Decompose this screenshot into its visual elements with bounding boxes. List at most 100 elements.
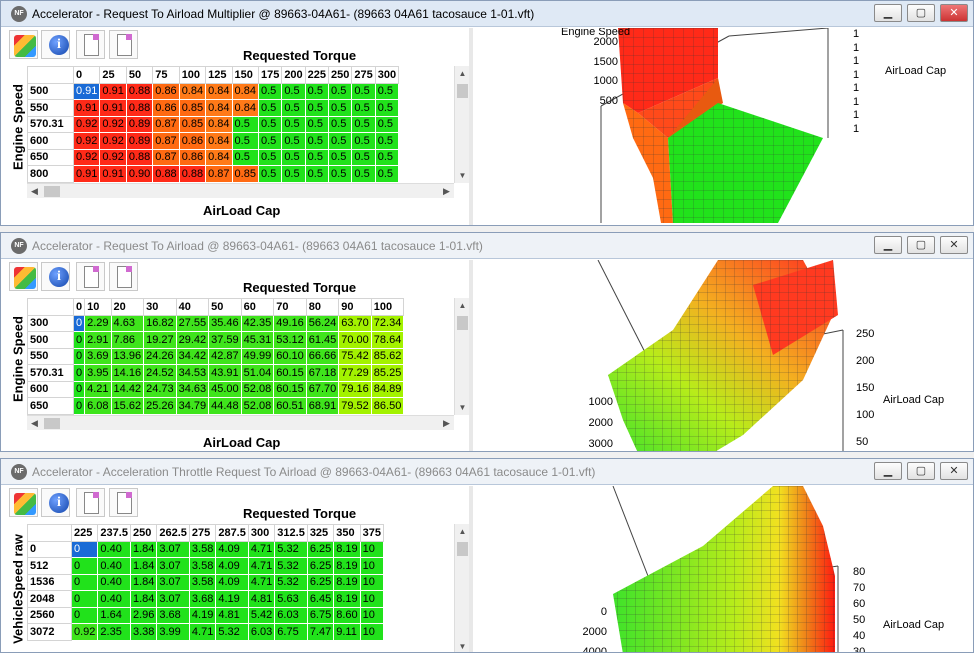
table-cell[interactable]: 0.5 [328,99,353,117]
row-header[interactable]: 512 [27,557,72,575]
table-cell[interactable]: 0.87 [205,165,233,183]
table-row[interactable]: 650 0.92 0.92 0.88 0.87 0.86 0.84 0.5 0.5 0.5 0.5 0… [27,148,400,166]
column-header[interactable]: 10 [84,298,112,316]
table-cell[interactable]: 0 [70,606,99,624]
table-cell[interactable]: 15.62 [110,397,145,415]
column-header[interactable]: 150 [231,66,259,84]
table-cell[interactable]: 60.15 [273,380,307,398]
table-cell[interactable]: 0.88 [125,148,154,166]
data-table[interactable]: 0 10 20 30 40 50 60 70 80 90 100 300 0 2.29 4.63 16.82 2… [27,298,454,415]
table-cell[interactable]: 0.5 [351,132,376,150]
table-cell[interactable]: 8.19 [333,590,361,608]
table-cell[interactable]: 0.5 [351,82,376,100]
column-header[interactable]: 100 [370,298,405,316]
table-cell[interactable]: 4.09 [215,540,249,558]
row-header[interactable]: 550 [27,99,74,117]
table-cell[interactable]: 0.89 [125,115,154,133]
table-cell[interactable]: 6.03 [274,606,308,624]
table-cell[interactable]: 6.25 [306,557,335,575]
table-cell[interactable]: 0.5 [328,148,353,166]
table-cell[interactable]: 0.5 [304,132,330,150]
table-cell[interactable]: 4.71 [188,623,217,641]
table-cell[interactable]: 75.42 [338,347,372,365]
table-cell[interactable]: 0.84 [205,148,233,166]
table-cell[interactable]: 0.92 [72,132,101,150]
table-cell[interactable]: 0.5 [304,165,330,183]
column-header[interactable]: 250 [129,524,158,542]
table-cell[interactable]: 6.75 [306,606,335,624]
maximize-button[interactable]: ▢ [907,4,935,22]
surface-plot-canvas[interactable] [473,486,973,652]
table-cell[interactable]: 0.5 [257,165,283,183]
table-cell[interactable]: 56.24 [305,314,340,332]
column-header[interactable]: 225 [304,66,330,84]
table-cell[interactable]: 79.16 [338,380,372,398]
table-cell[interactable]: 3.69 [84,347,112,365]
column-header[interactable]: 262.5 [156,524,190,542]
column-header[interactable]: 250 [328,66,353,84]
table-cell[interactable]: 1.84 [129,573,158,591]
table-cell[interactable]: 49.99 [240,347,275,365]
surface-plot[interactable]: 1000 2000 3000 250 200 150 100 50 AirLoad Cap [473,260,973,451]
page-button-2[interactable] [109,488,138,517]
table-cell[interactable]: 9.11 [333,623,361,641]
table-row[interactable]: 550 0 3.69 13.96 24.26 34.42 42.87 49.99 60.10 66… [27,347,405,365]
table-cell[interactable]: 0.5 [281,132,306,150]
table-cell[interactable]: 0.92 [99,148,127,166]
title-bar[interactable]: NF Accelerator - Acceleration Throttle R… [1,459,973,485]
table-row[interactable]: 570.31 0 3.95 14.16 24.52 34.53 43.91 51.04 60.1… [27,364,405,382]
info-button[interactable]: i [41,30,70,59]
table-cell[interactable]: 7.86 [110,331,145,349]
table-cell[interactable]: 0.5 [374,165,400,183]
table-cell[interactable]: 6.25 [306,573,335,591]
maximize-button[interactable]: ▢ [907,236,935,254]
vertical-scrollbar[interactable]: ▲ ▼ [454,298,469,415]
column-header[interactable]: 20 [110,298,145,316]
table-cell[interactable]: 7.47 [306,623,335,641]
table-cell[interactable]: 34.53 [175,364,210,382]
table-row[interactable]: 300 0 2.29 4.63 16.82 27.55 35.46 42.35 49.16 56.… [27,314,405,332]
page-button-2[interactable] [109,30,138,59]
table-cell[interactable]: 4.09 [215,557,249,575]
table-row[interactable]: 512 0 0.40 1.84 3.07 3.58 4.09 4.71 5.32 6.25 8.19… [27,557,385,575]
table-cell[interactable]: 4.71 [247,573,276,591]
table-cell[interactable]: 10 [359,590,385,608]
table-cell[interactable]: 0.5 [328,165,353,183]
table-cell[interactable]: 5.42 [247,606,276,624]
column-header[interactable]: 125 [205,66,233,84]
table-row[interactable]: 600 0.92 0.92 0.89 0.87 0.86 0.84 0.5 0.5 0.5 0.5 0… [27,132,400,150]
table-cell[interactable]: 0.85 [178,115,207,133]
table-row[interactable]: 600 0 4.21 14.42 24.73 34.63 45.00 52.08 60.15 67… [27,380,405,398]
window-acceleration-throttle[interactable]: NF Accelerator - Acceleration Throttle R… [0,458,974,653]
table-cell[interactable]: 0.5 [304,115,330,133]
column-header[interactable]: 50 [125,66,154,84]
table-cell[interactable]: 4.81 [247,590,276,608]
table-cell[interactable]: 67.70 [305,380,340,398]
table-cell[interactable]: 77.29 [338,364,372,382]
table-cell[interactable]: 8.19 [333,557,361,575]
table-cell[interactable]: 0.91 [99,99,127,117]
table-cell[interactable]: 0.40 [97,590,131,608]
table-cell[interactable]: 0 [70,573,99,591]
vertical-scrollbar[interactable]: ▲ ▼ [454,524,469,652]
table-cell[interactable]: 10 [359,623,385,641]
table-cell[interactable]: 0.5 [281,165,306,183]
table-cell[interactable]: 24.73 [143,380,177,398]
table-cell[interactable]: 0 [70,557,99,575]
table-cell[interactable]: 52.08 [240,380,275,398]
table-cell[interactable]: 0.5 [304,82,330,100]
table-cell[interactable]: 0.5 [281,148,306,166]
splitter[interactable] [469,260,473,451]
row-header[interactable]: 650 [27,397,74,415]
table-cell[interactable]: 16.82 [143,314,177,332]
table-cell[interactable]: 3.07 [156,590,190,608]
table-cell[interactable]: 52.08 [240,397,275,415]
table-cell[interactable]: 0 [72,364,86,382]
table-row[interactable]: 500 0.91 0.91 0.88 0.86 0.84 0.84 0.84 0.5 0.5 0.5… [27,82,400,100]
table-cell[interactable]: 4.63 [110,314,145,332]
table-cell[interactable]: 3.58 [188,557,217,575]
table-cell[interactable]: 0.5 [374,115,400,133]
row-header[interactable]: 1536 [27,573,72,591]
table-cell[interactable]: 44.48 [208,397,242,415]
close-button[interactable]: ✕ [940,462,968,480]
